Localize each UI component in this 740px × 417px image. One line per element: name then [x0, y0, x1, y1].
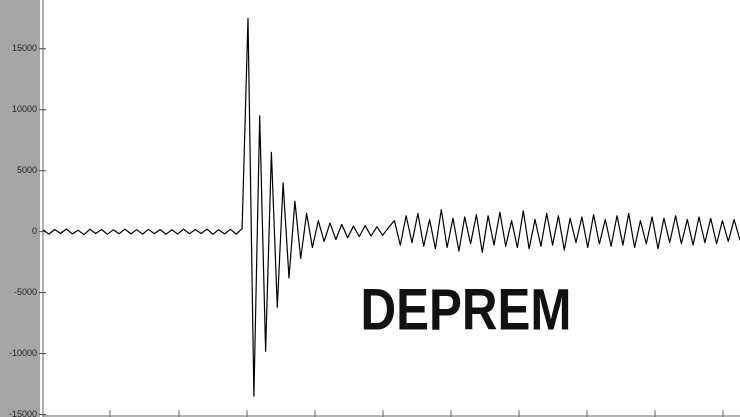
y-tick-label: -5000	[14, 287, 37, 297]
y-tick-label: 10000	[12, 104, 37, 114]
annotation: DEPREM	[361, 278, 572, 343]
axis-gap	[40, 0, 43, 417]
y-tick-label: 0	[32, 226, 37, 236]
y-tick-label: 5000	[17, 165, 37, 175]
y-tick-label: -15000	[9, 409, 37, 417]
y-tick-label: -10000	[9, 348, 37, 358]
waveform	[42, 17, 740, 397]
y-tick-label: 15000	[12, 43, 37, 53]
x-tick-marks	[109, 410, 724, 417]
axis-panel	[0, 0, 43, 417]
